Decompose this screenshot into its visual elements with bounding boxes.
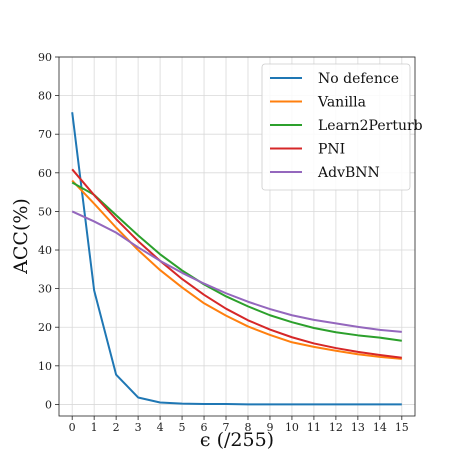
y-tick-label: 20 — [38, 321, 52, 334]
x-axis-label: ϵ (/255) — [200, 429, 274, 451]
y-tick-label: 50 — [38, 205, 52, 218]
legend-label-advbnn: AdvBNN — [317, 165, 380, 181]
x-tick-label: 5 — [179, 421, 186, 434]
x-tick-label: 8 — [244, 421, 251, 434]
legend-label-vanilla: Vanilla — [317, 95, 366, 111]
series-line-learn2perturb — [71, 181, 402, 342]
y-tick-label: 90 — [38, 51, 52, 64]
x-tick-label: 1 — [91, 421, 98, 434]
y-tick-layer: 0 10 20 30 40 50 60 70 80 90 — [38, 51, 59, 411]
y-tick-label: 70 — [38, 128, 52, 141]
legend: No defence Vanilla Learn2Perturb PNI AdvBNN — [261, 63, 423, 191]
x-tick-label: 0 — [69, 421, 76, 434]
x-tick-label: 7 — [223, 421, 230, 434]
series-line-vanilla — [71, 179, 402, 360]
legend-box — [261, 63, 411, 191]
x-tick-label: 2 — [113, 421, 120, 434]
y-tick-label: 10 — [38, 360, 52, 373]
x-tick-label: 3 — [135, 421, 142, 434]
x-tick-label: 9 — [266, 421, 273, 434]
plot-frame — [58, 56, 416, 417]
x-tick-label: 12 — [329, 421, 343, 434]
legend-label-no-defence: No defence — [318, 71, 399, 87]
series-line-no-defence — [71, 112, 402, 406]
y-tick-label: 0 — [45, 398, 52, 411]
x-tick-label: 4 — [157, 421, 164, 434]
series-line-advbnn — [71, 210, 402, 333]
y-tick-label: 60 — [38, 167, 52, 180]
legend-label-learn2perturb: Learn2Perturb — [318, 118, 423, 134]
legend-label-pni: PNI — [318, 142, 345, 158]
legend-items: No defence Vanilla Learn2Perturb PNI AdvBNN — [270, 71, 423, 181]
x-tick-label: 15 — [395, 421, 409, 434]
x-tick-label: 10 — [285, 421, 299, 434]
x-tick-label: 14 — [373, 421, 387, 434]
y-tick-label: 40 — [38, 244, 52, 257]
y-tick-label: 80 — [38, 90, 52, 103]
x-tick-label: 6 — [201, 421, 208, 434]
x-tick-layer: 0 1 2 3 4 5 6 7 8 9 10 11 12 13 14 15 — [69, 416, 409, 434]
series-line-pni — [71, 168, 402, 359]
y-tick-label: 30 — [38, 283, 52, 296]
x-tick-label: 13 — [351, 421, 365, 434]
y-axis-label: ACC(%) — [10, 198, 32, 275]
series-layer — [71, 112, 402, 406]
x-tick-label: 11 — [307, 421, 321, 434]
